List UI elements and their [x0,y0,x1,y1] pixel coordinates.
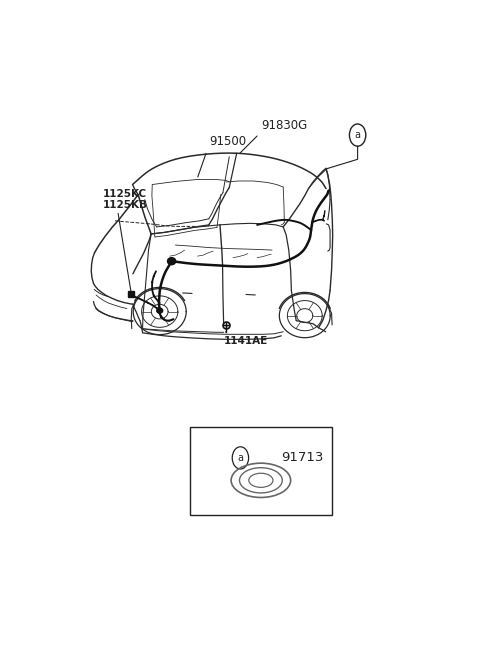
Ellipse shape [168,257,176,265]
Ellipse shape [157,308,163,313]
Text: 1125KB: 1125KB [103,200,148,210]
Text: 1141AE: 1141AE [224,336,268,346]
Text: 91500: 91500 [209,135,246,148]
Text: 1125KC: 1125KC [103,189,147,198]
Text: 91713: 91713 [281,451,324,464]
Text: a: a [238,453,243,463]
Text: 91830G: 91830G [261,119,307,132]
Bar [190,426,332,515]
Text: a: a [355,130,360,140]
